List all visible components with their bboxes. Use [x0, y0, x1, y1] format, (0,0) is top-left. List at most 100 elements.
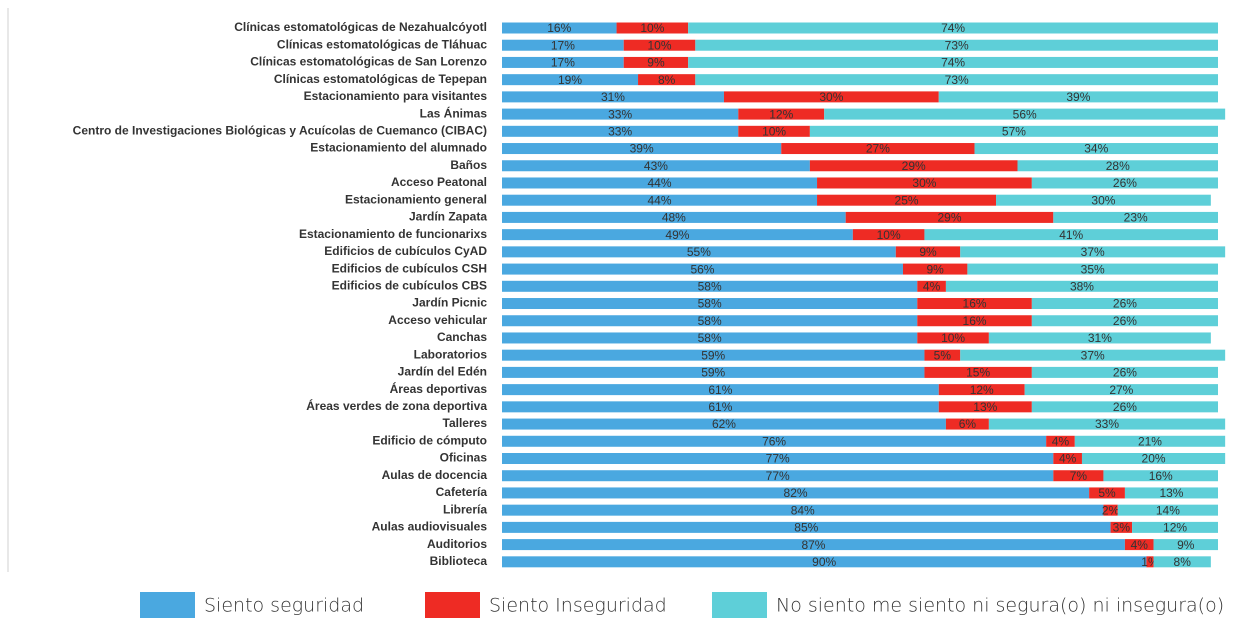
legend-swatch: [425, 592, 480, 618]
value-label: 25%: [895, 193, 919, 207]
value-label: 39%: [1066, 90, 1090, 104]
category-label: Baños: [450, 158, 487, 172]
value-label: 27%: [1109, 383, 1133, 397]
value-label: 61%: [708, 400, 732, 414]
value-label: 5%: [934, 348, 952, 362]
bar-segment: [1053, 453, 1082, 464]
value-label: 3%: [1113, 521, 1131, 535]
category-label: Acceso vehicular: [388, 313, 487, 327]
bar-segment: [1110, 521, 1133, 533]
bar-segment: [695, 74, 1218, 86]
bar-segment: [502, 332, 918, 344]
value-label: 33%: [608, 107, 632, 121]
value-label: 10%: [648, 38, 672, 52]
value-label: 6%: [959, 417, 977, 431]
category-label: Librería: [443, 502, 487, 516]
bar-segment: [988, 418, 1226, 430]
bar-segment: [502, 315, 918, 327]
value-label: 30%: [1091, 193, 1115, 207]
value-label: 31%: [1088, 331, 1112, 345]
value-label: 4%: [923, 279, 941, 293]
value-label: 56%: [1013, 107, 1037, 121]
bar-segment: [502, 91, 724, 103]
category-label: Clínicas estomatológicas de Tláhuac: [277, 37, 487, 51]
value-label: 58%: [698, 279, 722, 293]
bar-segment: [967, 263, 1218, 275]
category-label: Áreas verdes de zona deportiva: [306, 398, 487, 413]
value-label: 77%: [766, 469, 790, 483]
value-label: 2%: [1102, 503, 1120, 517]
bar-segment: [960, 349, 1226, 361]
bar-segment: [502, 229, 853, 241]
bar-segment: [781, 143, 975, 155]
category-label: Áreas deportivas: [390, 381, 488, 396]
bar-segment: [1017, 160, 1218, 172]
value-label: 44%: [648, 193, 672, 207]
legend-swatch: [140, 592, 195, 618]
bar-segment: [938, 91, 1218, 103]
value-label: 9%: [1177, 538, 1195, 552]
bar-segment: [502, 177, 818, 189]
bar-segment: [938, 401, 1032, 413]
bar-segment: [1053, 470, 1104, 482]
value-label: 23%: [1124, 211, 1148, 225]
bar-segment: [502, 435, 1047, 447]
bar-segment: [502, 539, 1125, 551]
category-label: Centro de Investigaciones Biológicas y A…: [73, 123, 487, 137]
value-label: 13%: [973, 400, 997, 414]
bar-segment: [502, 556, 1147, 568]
value-label: 10%: [877, 228, 901, 242]
bar-segment: [924, 229, 1218, 241]
bar-segment: [1031, 366, 1218, 378]
legend-label: Siento Inseguridad: [489, 595, 667, 617]
bar-segment: [924, 366, 1032, 378]
value-label: 26%: [1113, 366, 1137, 380]
value-label: 74%: [941, 21, 965, 35]
bar-segment: [1153, 539, 1218, 551]
value-label: 31%: [601, 90, 625, 104]
value-label: 20%: [1142, 452, 1166, 466]
value-label: 85%: [794, 521, 818, 535]
value-label: 10%: [762, 124, 786, 138]
value-label: 34%: [1084, 142, 1108, 156]
value-label: 14%: [1156, 503, 1180, 517]
value-label: 37%: [1081, 245, 1105, 259]
bar-segment: [996, 194, 1211, 206]
category-label: Estacionamiento general: [345, 192, 487, 206]
bar-segment: [502, 418, 946, 430]
bar-segment: [902, 263, 968, 275]
value-label: 33%: [1095, 417, 1119, 431]
bar-segment: [1074, 435, 1226, 447]
bar-segment: [502, 470, 1054, 482]
category-label: Auditorios: [427, 537, 487, 551]
category-label: Edificios de cubículos CyAD: [324, 244, 487, 258]
value-label: 49%: [665, 228, 689, 242]
value-label: 90%: [812, 555, 836, 569]
bar-segment: [1046, 435, 1075, 447]
category-label: Edificio de cómputo: [372, 433, 487, 447]
bar-segment: [502, 211, 846, 223]
bar-segment: [895, 246, 961, 258]
value-label: 44%: [648, 176, 672, 190]
value-label: 58%: [698, 297, 722, 311]
value-label: 4%: [1131, 538, 1149, 552]
value-label: 38%: [1070, 279, 1094, 293]
bar-segment: [924, 349, 961, 361]
value-label: 16%: [963, 314, 987, 328]
bar-segment: [809, 125, 1218, 137]
value-label: 37%: [1081, 348, 1105, 362]
value-label: 73%: [945, 73, 969, 87]
bar-segment: [502, 194, 818, 206]
bar-segment: [502, 298, 918, 310]
value-label: 26%: [1113, 400, 1137, 414]
bar-segment: [1146, 556, 1154, 568]
value-label: 5%: [1098, 486, 1116, 500]
bar-segment: [502, 487, 1090, 499]
value-label: 9%: [919, 245, 937, 259]
value-label: 55%: [687, 245, 711, 259]
bar-segment: [623, 56, 689, 68]
category-label: Oficinas: [440, 451, 488, 465]
value-label: 35%: [1081, 262, 1105, 276]
value-label: 8%: [1174, 555, 1192, 569]
value-label: 12%: [970, 383, 994, 397]
